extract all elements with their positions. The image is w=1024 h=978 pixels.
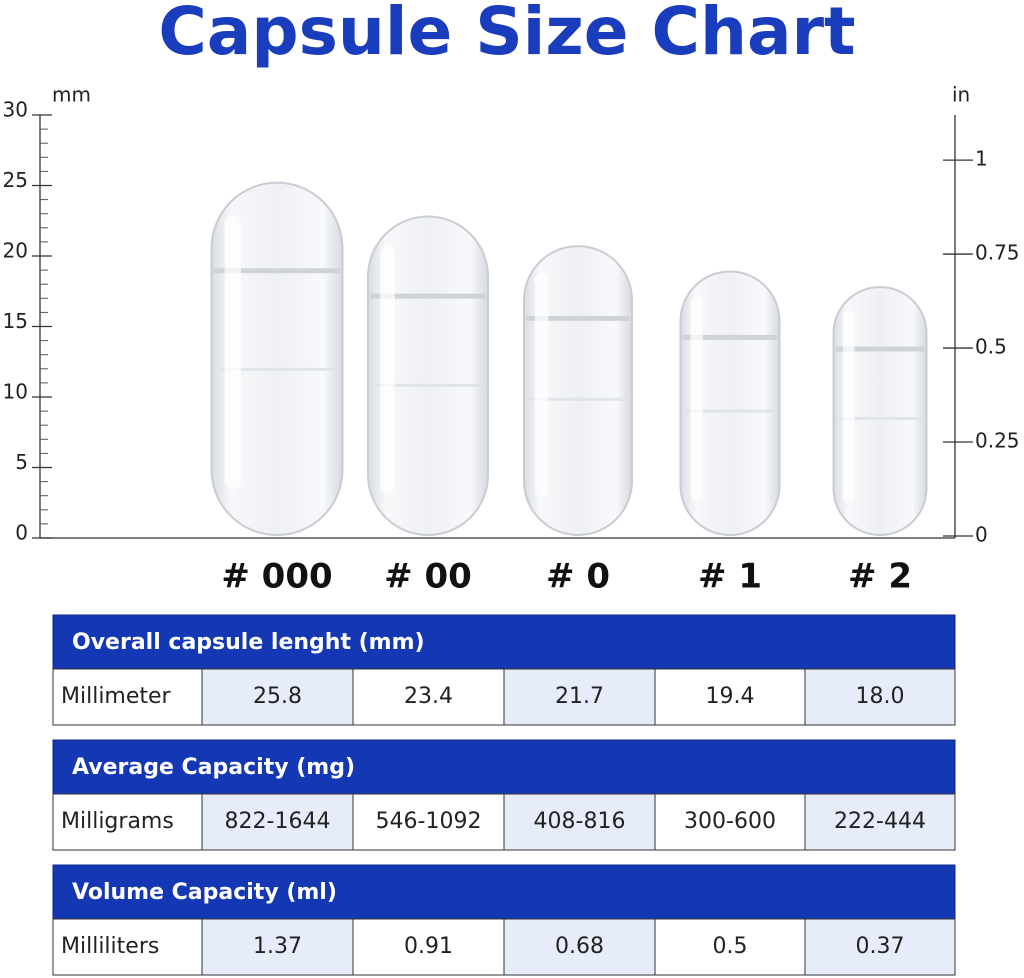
table-cell-text: 23.4: [404, 684, 453, 709]
y-tick-label: 20: [3, 239, 28, 263]
table-cell: [352, 793, 505, 851]
chart-title: Capsule Size Chart: [158, 0, 855, 70]
row-label-cell: [52, 793, 203, 851]
y-tick-label: 10: [3, 380, 28, 404]
table-cell: [201, 918, 354, 976]
y2-axis-label: in: [952, 83, 970, 107]
y-tick-label: 30: [3, 98, 28, 122]
x-tick-label: # 000: [221, 557, 332, 597]
table-cell-text: 19.4: [706, 684, 755, 709]
table-cell-text: 822-1644: [225, 809, 331, 834]
table-cell: [804, 793, 956, 851]
capsule-highlight: [690, 296, 703, 501]
table-cell: [654, 918, 806, 976]
y2-tick-label: 0.5: [975, 335, 1007, 359]
row-label: Milligrams: [61, 809, 174, 834]
table-cell-text: 18.0: [856, 684, 905, 709]
table-cell-text: 0.91: [404, 934, 453, 959]
x-tick-label: # 00: [384, 557, 472, 597]
table-cell-text: 0.68: [555, 934, 604, 959]
table-cell-text: 25.8: [253, 684, 302, 709]
x-tick-label: # 0: [546, 557, 610, 597]
x-tick-label: # 2: [848, 557, 912, 597]
y2-tick-label: 0.75: [975, 241, 1020, 265]
y-axis-label: mm: [52, 83, 91, 107]
table-cell: [654, 668, 806, 726]
capsule-highlight: [380, 246, 395, 493]
table-cell-text: 1.37: [253, 934, 302, 959]
capsule-highlight: [224, 215, 241, 490]
y-tick-label: 25: [3, 168, 28, 192]
table-cell-text: 300-600: [684, 809, 776, 834]
table-cell-text: 21.7: [555, 684, 604, 709]
table-header-text: Volume Capacity (ml): [72, 880, 337, 905]
row-label: Milliliters: [61, 934, 159, 959]
y-tick-label: 0: [15, 521, 28, 545]
table-cell: [503, 793, 656, 851]
table-cell: [352, 918, 505, 976]
y-tick-label: 5: [15, 450, 28, 474]
table-cell-text: 0.37: [856, 934, 905, 959]
y2-tick-label: 1: [975, 147, 988, 171]
row-label-cell: [52, 668, 203, 726]
table-cell: [201, 668, 354, 726]
table-cell-text: 408-816: [534, 809, 626, 834]
table-header-text: Overall capsule lenght (mm): [72, 630, 425, 655]
table-header: [52, 739, 956, 795]
table-cell: [804, 918, 956, 976]
row-label: Millimeter: [61, 684, 172, 709]
row-label-cell: [52, 918, 203, 976]
table-cell: [503, 918, 656, 976]
table-cell-text: 222-444: [834, 809, 926, 834]
table-cell: [804, 668, 956, 726]
table-header: [52, 614, 956, 670]
capsule-highlight: [842, 310, 855, 503]
x-tick-label: # 1: [698, 557, 762, 597]
y2-tick-label: 0.25: [975, 429, 1020, 453]
table-header-text: Average Capacity (mg): [72, 755, 355, 780]
y-tick-label: 15: [3, 309, 28, 333]
table-cell-text: 546-1092: [376, 809, 482, 834]
table-cell-text: 0.5: [713, 934, 748, 959]
table-header: [52, 864, 956, 920]
table-cell: [654, 793, 806, 851]
capsule-highlight: [534, 273, 549, 498]
y2-tick-label: 0: [975, 523, 988, 547]
